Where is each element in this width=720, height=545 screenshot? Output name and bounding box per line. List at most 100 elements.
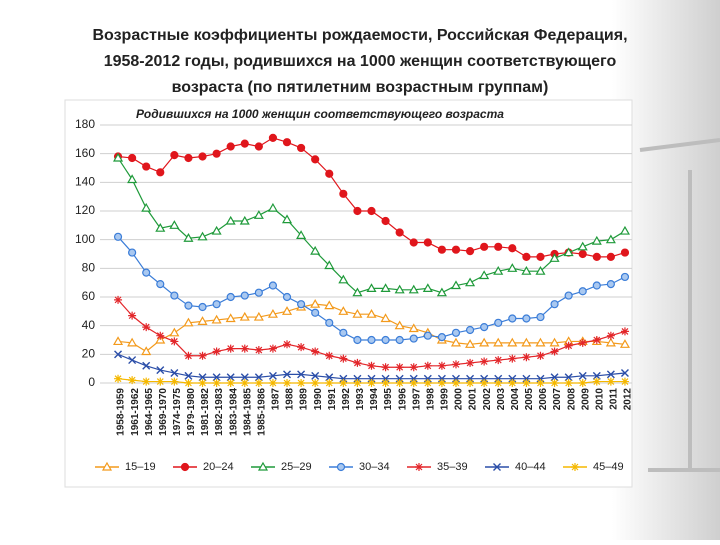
data-point xyxy=(198,302,207,312)
data-point xyxy=(620,327,629,336)
legend-marker xyxy=(180,462,190,472)
data-point xyxy=(267,308,278,318)
data-point xyxy=(606,377,615,386)
data-point xyxy=(451,379,460,387)
x-tick-label: 1995 xyxy=(383,388,394,411)
data-point xyxy=(606,370,615,379)
x-tick-label: 2011 xyxy=(609,388,620,410)
data-point xyxy=(226,292,235,302)
legend-marker xyxy=(571,463,579,471)
legend-marker xyxy=(493,463,501,471)
data-point xyxy=(408,323,419,333)
data-point xyxy=(239,311,250,321)
data-point xyxy=(197,316,208,325)
data-point xyxy=(606,252,615,261)
data-point xyxy=(184,371,193,380)
data-point xyxy=(522,379,531,387)
data-point xyxy=(142,162,151,171)
data-point xyxy=(381,335,390,345)
data-point xyxy=(325,318,334,327)
data-point xyxy=(466,379,475,387)
x-tick-label: 1991 xyxy=(327,388,338,411)
data-point xyxy=(239,215,250,225)
data-point xyxy=(310,245,321,255)
data-point xyxy=(521,265,532,275)
data-point xyxy=(281,214,293,224)
data-point xyxy=(268,379,277,387)
data-point xyxy=(536,379,545,387)
data-point xyxy=(240,379,249,387)
data-point xyxy=(493,265,504,275)
data-point xyxy=(311,379,320,387)
data-point xyxy=(620,272,630,282)
data-point xyxy=(211,225,222,235)
data-point xyxy=(324,260,335,270)
data-point xyxy=(451,245,461,254)
data-point xyxy=(311,347,320,356)
data-point xyxy=(423,238,432,247)
data-point xyxy=(156,168,165,177)
data-point xyxy=(282,138,292,147)
data-point xyxy=(381,216,390,226)
slide-title-line: 1958-2012 годы, родившихся на 1000 женщи… xyxy=(104,53,617,70)
data-point xyxy=(114,295,123,304)
data-point xyxy=(155,222,166,232)
data-point xyxy=(283,370,292,379)
data-point xyxy=(240,291,249,300)
data-point xyxy=(183,233,194,242)
data-point xyxy=(353,358,362,367)
data-point xyxy=(267,202,278,212)
data-point xyxy=(198,379,207,387)
data-point xyxy=(409,363,418,372)
data-point xyxy=(564,341,573,350)
x-tick-label: 1993 xyxy=(355,388,366,411)
data-point xyxy=(395,228,404,237)
data-point xyxy=(339,189,348,198)
data-point xyxy=(494,318,503,327)
scale-decoration xyxy=(639,138,720,472)
x-tick-label: 1964-1965 xyxy=(144,388,155,436)
data-point xyxy=(480,323,489,332)
x-tick-label: 1990 xyxy=(313,388,324,411)
y-tick-label: 180 xyxy=(75,117,95,131)
data-point xyxy=(240,344,249,353)
data-point xyxy=(253,210,264,219)
data-point xyxy=(339,328,348,337)
data-point xyxy=(620,377,629,386)
data-point xyxy=(619,339,630,348)
data-point xyxy=(156,366,165,375)
data-point xyxy=(127,174,138,184)
legend-marker xyxy=(415,463,423,471)
data-point xyxy=(436,287,447,297)
x-tick-label: 1983-1984 xyxy=(228,388,239,436)
data-point xyxy=(212,379,221,387)
data-point xyxy=(536,351,545,360)
data-point xyxy=(296,143,306,153)
x-tick-label: 1996 xyxy=(397,388,408,411)
data-point xyxy=(620,368,629,377)
legend-label: 40–44 xyxy=(515,461,546,473)
x-tick-label: 2006 xyxy=(538,388,549,411)
x-tick-label: 2003 xyxy=(496,388,507,411)
data-point xyxy=(465,277,476,287)
x-tick-label: 2012 xyxy=(623,388,634,411)
data-point xyxy=(128,376,137,385)
data-point xyxy=(381,363,390,372)
y-tick-label: 120 xyxy=(75,203,95,217)
data-point xyxy=(507,263,518,272)
data-point xyxy=(550,347,559,356)
data-point xyxy=(311,308,320,317)
data-point xyxy=(212,149,221,158)
data-point xyxy=(367,335,376,345)
y-tick-label: 80 xyxy=(82,261,96,275)
legend-label: 45–49 xyxy=(593,461,624,473)
data-point xyxy=(423,331,432,340)
data-point xyxy=(380,283,391,292)
slide-title-line: Возрастные коэффициенты рождаемости, Рос… xyxy=(92,27,627,44)
legend-label: 35–39 xyxy=(437,461,468,473)
data-point xyxy=(353,335,362,345)
data-point xyxy=(535,265,546,275)
x-tick-label: 1999 xyxy=(440,388,451,411)
data-point xyxy=(254,142,263,151)
